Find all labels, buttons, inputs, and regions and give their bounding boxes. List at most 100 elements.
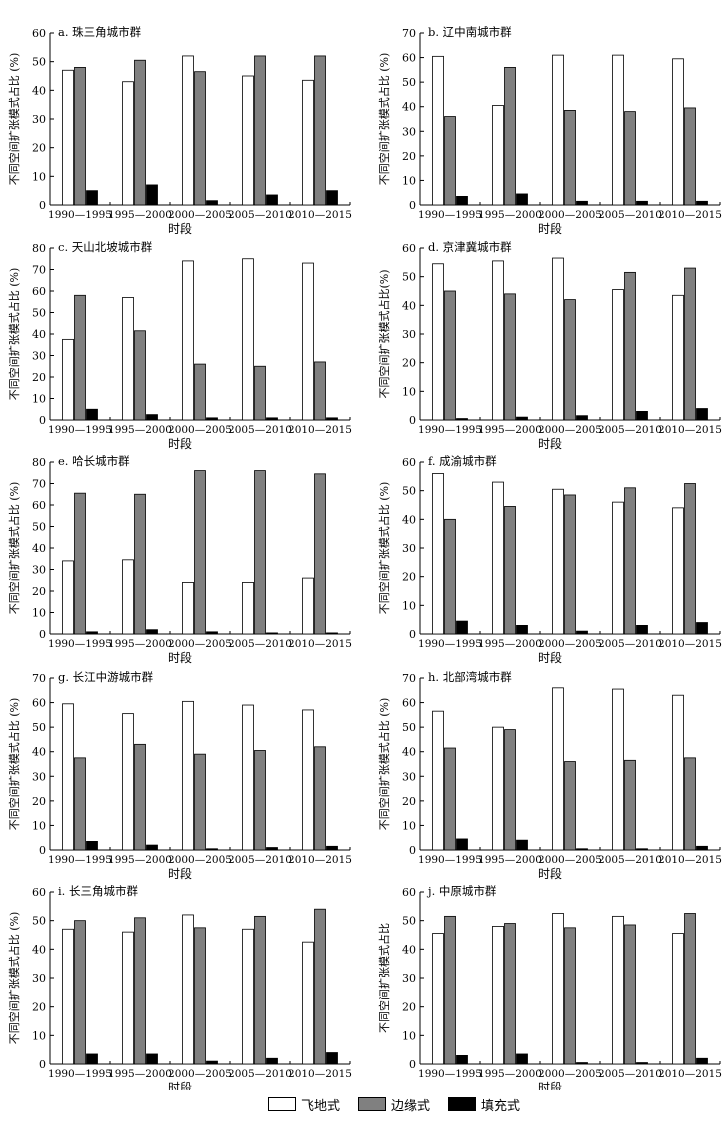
y-tick-label: 20 [402, 150, 416, 163]
y-tick-label: 30 [402, 770, 416, 783]
bar [432, 473, 444, 635]
x-tick-label: 1990—1995 [48, 1068, 112, 1080]
x-tick-label: 2010—2015 [658, 424, 722, 436]
bar [86, 1053, 98, 1065]
bar [696, 1057, 708, 1065]
y-tick-label: 10 [402, 385, 416, 398]
legend-swatch-bianyuan [358, 1097, 387, 1111]
bar [504, 506, 516, 635]
bar [182, 582, 194, 635]
bar [302, 577, 314, 635]
y-tick-label: 20 [32, 142, 46, 155]
x-tick-label: 1995—2000 [478, 424, 542, 436]
x-axis-label: 时段 [168, 650, 192, 665]
bar [684, 913, 696, 1065]
bar [242, 258, 254, 421]
x-tick-label: 1995—2000 [478, 1068, 542, 1080]
y-tick-label: 40 [402, 746, 416, 759]
legend-item-tianchong: 填充式 [448, 1095, 520, 1114]
y-tick-label: 0 [39, 628, 46, 641]
bar [612, 54, 624, 206]
bar [326, 1052, 338, 1065]
chart-panel: 0 10 20 30 40 50 60 1990—19951995—20002000—2005… [7, 884, 352, 1090]
bar [326, 632, 338, 635]
x-tick-label: 1995—2000 [478, 209, 542, 221]
y-tick-label: 20 [32, 371, 46, 384]
bar [206, 1060, 218, 1065]
bar [326, 417, 338, 421]
bar [302, 941, 314, 1065]
y-tick-label: 40 [402, 943, 416, 956]
y-tick-label: 20 [32, 585, 46, 598]
legend-item-bianyuan: 边缘式 [358, 1095, 430, 1114]
y-tick-label: 50 [32, 307, 46, 320]
bar [62, 69, 74, 206]
y-tick-label: 50 [402, 721, 416, 734]
bar [266, 632, 278, 635]
chart-panel: 0 10 20 30 40 50 60 70 1990—19951995—20002000—20… [377, 25, 722, 236]
x-tick-label: 2005—2010 [228, 854, 292, 866]
y-tick-label: 0 [409, 414, 416, 427]
chart-panel: 0 10 20 30 40 50 60 1990—19951995—20002000—2005… [377, 884, 722, 1090]
bar [74, 492, 86, 635]
y-axis-label: 不同空间扩张模式占比(%) [377, 269, 391, 398]
bar [326, 845, 338, 851]
y-tick-label: 40 [32, 746, 46, 759]
bar [86, 190, 98, 206]
x-tick-label: 2005—2010 [598, 424, 662, 436]
bar [122, 297, 134, 421]
bar [696, 622, 708, 635]
bar [146, 844, 158, 851]
bar [432, 710, 444, 851]
x-axis-label: 时段 [538, 221, 562, 236]
y-tick-label: 40 [32, 84, 46, 97]
bar [206, 417, 218, 421]
y-tick-label: 60 [402, 456, 416, 469]
x-tick-label: 1995—2000 [478, 854, 542, 866]
x-tick-label: 1990—1995 [418, 638, 482, 650]
y-tick-label: 50 [402, 76, 416, 89]
y-tick-label: 50 [32, 521, 46, 534]
x-tick-label: 2000—2005 [168, 638, 232, 650]
x-tick-label: 2005—2010 [228, 424, 292, 436]
bar [62, 560, 74, 635]
y-tick-label: 70 [402, 27, 416, 40]
bar [182, 260, 194, 421]
x-axis-label: 时段 [168, 221, 192, 236]
bar [516, 193, 528, 206]
bar [636, 848, 648, 851]
y-tick-label: 60 [402, 697, 416, 710]
bar [492, 260, 504, 421]
y-tick-label: 30 [32, 350, 46, 363]
bar [122, 931, 134, 1065]
bar [74, 920, 86, 1065]
y-axis-label: 不同空间扩张模式占比 (%) [7, 698, 21, 831]
bar [564, 761, 576, 851]
bar [432, 263, 444, 421]
y-tick-label: 0 [39, 844, 46, 857]
bar [516, 625, 528, 635]
x-tick-label: 2000—2005 [538, 638, 602, 650]
x-axis-label: 时段 [168, 866, 192, 881]
bar [432, 55, 444, 206]
bar [146, 184, 158, 206]
y-axis-label: 不同空间扩张模式占比 (%) [7, 482, 21, 615]
bar [194, 753, 206, 851]
legend-item-feidi: 飞地式 [268, 1095, 340, 1114]
bar [242, 75, 254, 206]
y-axis-label: 不同空间扩张模式占比 (%) [7, 53, 21, 186]
bar [242, 704, 254, 851]
bar [74, 67, 86, 206]
legend-swatch-feidi [268, 1097, 296, 1111]
y-axis-label: 不同空间扩张模式占比 [377, 923, 391, 1033]
x-axis-label: 时段 [538, 436, 562, 451]
bar [254, 750, 266, 851]
bar [696, 408, 708, 421]
bar [576, 200, 588, 206]
chart-title: i. 长三角城市群 [58, 884, 138, 898]
y-tick-label: 10 [402, 1029, 416, 1042]
y-tick-label: 70 [402, 672, 416, 685]
bar [444, 915, 456, 1065]
x-tick-label: 2010—2015 [658, 638, 722, 650]
bar [134, 743, 146, 851]
